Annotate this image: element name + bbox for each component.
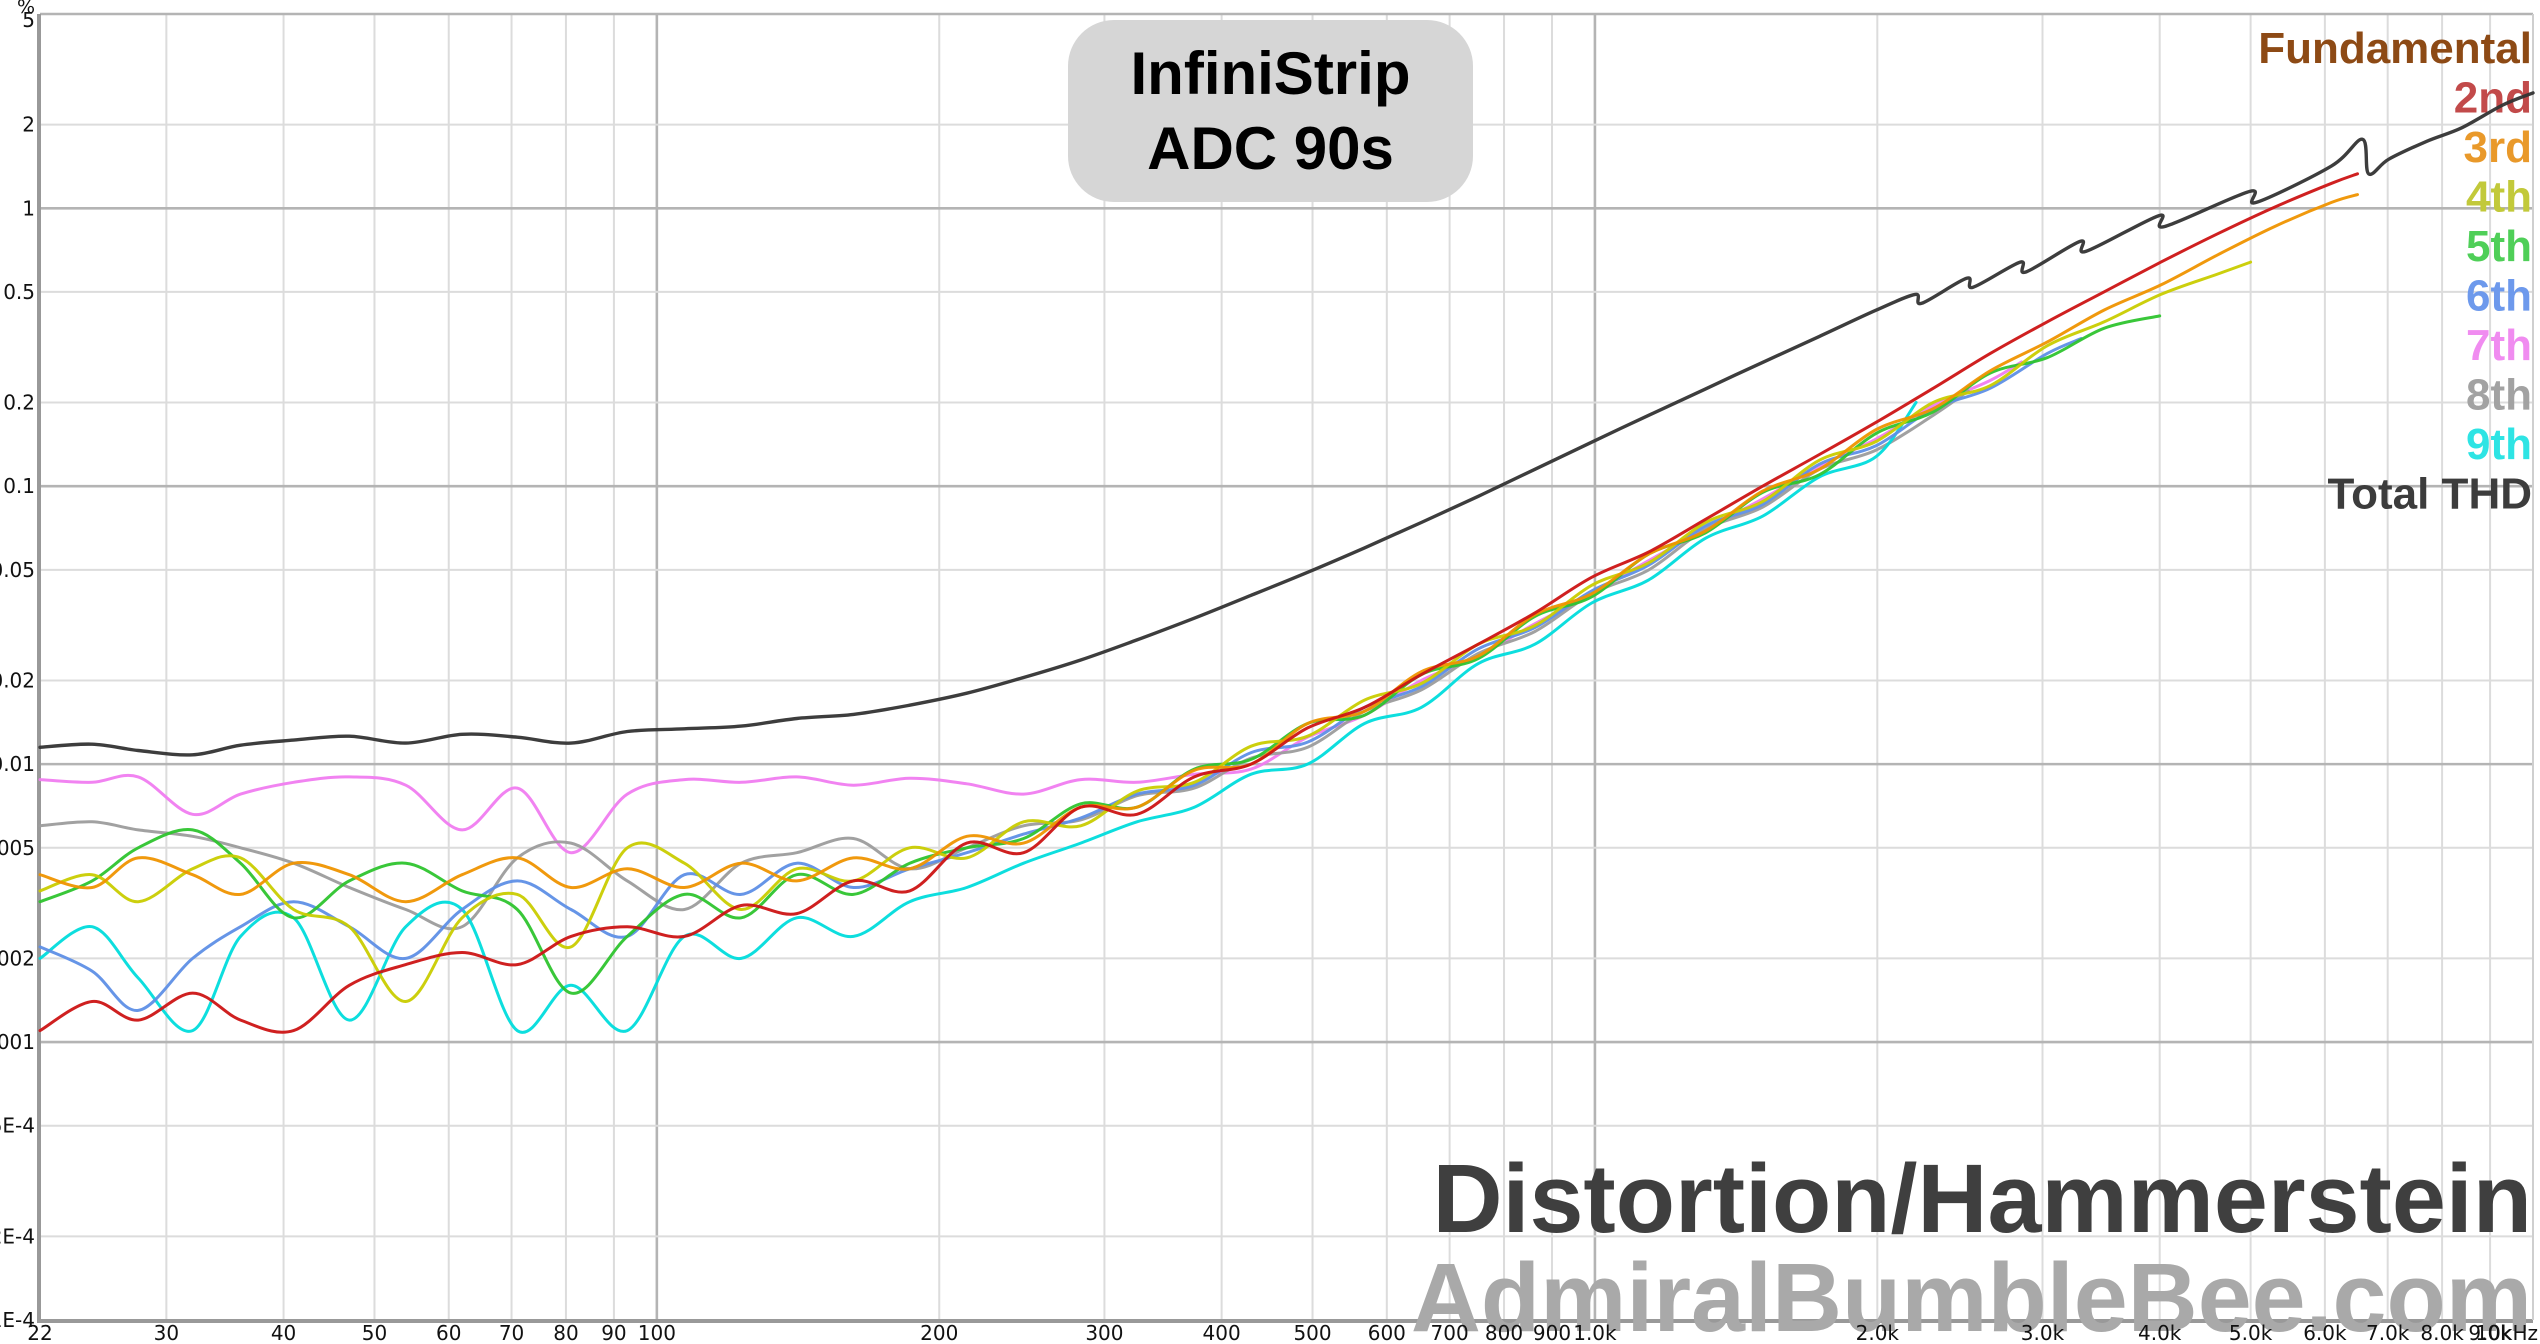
legend-item-8th: 8th bbox=[2466, 371, 2532, 420]
x-tick-label: 3.0k bbox=[2021, 1321, 2065, 1344]
chart-title-line1: InfiniStrip bbox=[1130, 40, 1411, 107]
x-tick-label: 400 bbox=[1203, 1321, 1241, 1344]
series-curve-2nd bbox=[38, 172, 2359, 1034]
x-tick-label: 8.0k bbox=[2420, 1321, 2464, 1344]
x-tick-label: 500 bbox=[1293, 1321, 1331, 1344]
y-tick-label: 0.1 bbox=[3, 474, 35, 498]
x-tick-label: 60 bbox=[436, 1321, 461, 1344]
x-tick-label: 100 bbox=[638, 1321, 676, 1344]
series-curve-7th bbox=[38, 360, 2024, 855]
x-tick-label: 1.0k bbox=[1573, 1321, 1617, 1344]
series-curve-total-thd bbox=[38, 91, 2535, 757]
legend-item-3rd: 3rd bbox=[2464, 123, 2532, 172]
y-tick-label: 2 bbox=[22, 113, 35, 137]
y-tick-label: 0.05 bbox=[0, 558, 35, 582]
x-tick-label: 800 bbox=[1485, 1321, 1523, 1344]
x-tick-label: 900 bbox=[1533, 1321, 1571, 1344]
series-curve-5th bbox=[38, 314, 2162, 995]
x-tick-label: 80 bbox=[553, 1321, 578, 1344]
series-curve-9th bbox=[38, 401, 1918, 1034]
grid-lines bbox=[40, 12, 2533, 1320]
legend-item-fundamental: Fundamental bbox=[2258, 24, 2532, 73]
x-tick-label: 6.0k bbox=[2303, 1321, 2347, 1344]
plot-border bbox=[37, 14, 2534, 1323]
legend-item-total-thd: Total THD bbox=[2328, 470, 2533, 519]
y-tick-label: 0.2 bbox=[3, 391, 35, 415]
watermarks: Distortion/Hammerstein AdmiralBumbleBee.… bbox=[1411, 1144, 2532, 1344]
series-curve-6th bbox=[38, 337, 2083, 1012]
series-curve-3rd bbox=[38, 193, 2359, 904]
x-tick-label: 700 bbox=[1431, 1321, 1469, 1344]
x-tick-label: 7.0k bbox=[2366, 1321, 2410, 1344]
x-tick-label: 5.0k bbox=[2229, 1321, 2273, 1344]
y-tick-label: 0.5 bbox=[3, 280, 35, 304]
y-tick-label: 0.01 bbox=[0, 752, 35, 776]
legend-item-7th: 7th bbox=[2466, 321, 2532, 370]
y-tick-label: 0.02 bbox=[0, 668, 35, 692]
x-tick-label: 90 bbox=[601, 1321, 626, 1344]
series-curves bbox=[38, 91, 2535, 1034]
x-tick-label: 9.0k bbox=[2468, 1321, 2512, 1344]
x-tick-label: 2.0k bbox=[1856, 1321, 1900, 1344]
watermark-analysis-mode: Distortion/Hammerstein bbox=[1432, 1144, 2532, 1253]
series-curve-4th bbox=[38, 260, 2253, 1004]
watermark-website: AdmiralBumbleBee.com bbox=[1411, 1243, 2532, 1344]
x-tick-label: 200 bbox=[920, 1321, 958, 1344]
x-tick-label: 600 bbox=[1368, 1321, 1406, 1344]
x-tick-label: 70 bbox=[499, 1321, 524, 1344]
x-tick-label: 300 bbox=[1085, 1321, 1123, 1344]
y-tick-label: 1E-4 bbox=[0, 1308, 35, 1332]
x-tick-label: 4.0k bbox=[2138, 1321, 2182, 1344]
legend: Fundamental2nd3rd4th5th6th7th8th9thTotal… bbox=[2258, 24, 2532, 519]
x-tick-label: 40 bbox=[271, 1321, 296, 1344]
y-tick-label: 0.002 bbox=[0, 946, 35, 970]
y-tick-label: 5E-4 bbox=[0, 1114, 35, 1138]
chart-title-line2: ADC 90s bbox=[1147, 115, 1394, 182]
y-axis-unit-label: % bbox=[17, 0, 35, 18]
legend-item-9th: 9th bbox=[2466, 420, 2532, 469]
y-tick-label: 5 bbox=[22, 8, 35, 32]
legend-item-5th: 5th bbox=[2466, 222, 2532, 271]
x-tick-label: 50 bbox=[362, 1321, 387, 1344]
y-tick-label: 1 bbox=[22, 196, 35, 220]
legend-item-4th: 4th bbox=[2466, 173, 2532, 222]
x-tick-label: 22 bbox=[27, 1321, 52, 1344]
x-tick-label: 30 bbox=[154, 1321, 179, 1344]
y-tick-label: 0.001 bbox=[0, 1030, 35, 1054]
legend-item-6th: 6th bbox=[2466, 272, 2532, 321]
y-tick-label: 0.005 bbox=[0, 836, 35, 860]
x-tick-label: 10kHz bbox=[2475, 1321, 2538, 1344]
chart-title-box: InfiniStrip ADC 90s bbox=[1068, 20, 1473, 202]
y-tick-label: 2E-4 bbox=[0, 1224, 35, 1248]
series-curve-8th bbox=[38, 389, 1970, 931]
